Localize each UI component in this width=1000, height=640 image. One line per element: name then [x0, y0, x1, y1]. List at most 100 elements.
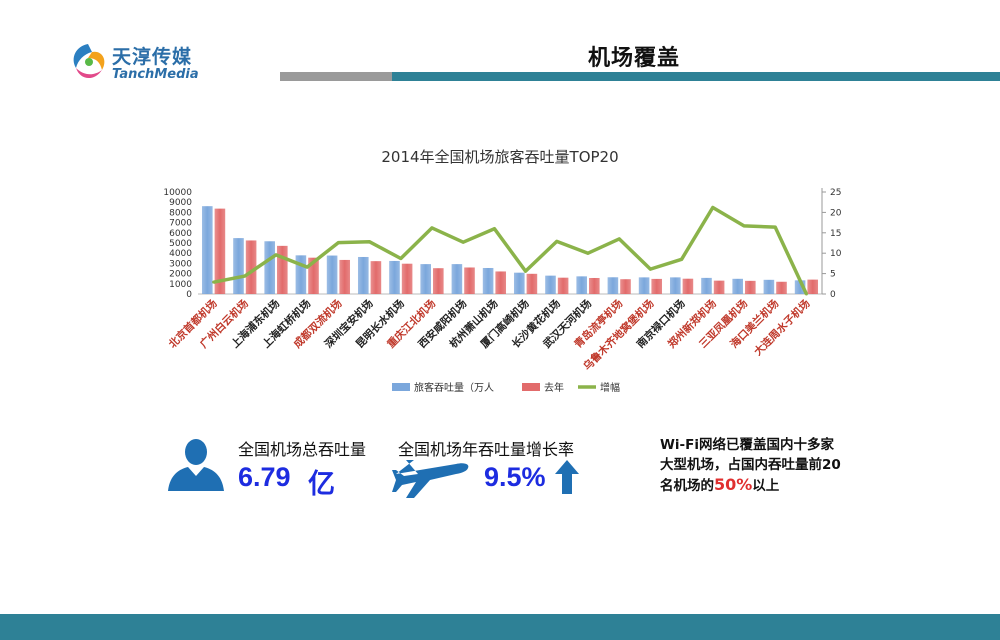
bar-last-year [682, 278, 694, 294]
y-left-tick-label: 4000 [169, 249, 192, 259]
person-icon [168, 439, 224, 491]
growth-point [368, 240, 372, 244]
x-axis-label: 大连周水子机场 [751, 297, 813, 359]
bar-throughput [669, 277, 681, 294]
growth-point [212, 280, 216, 284]
header-accent-band [280, 72, 1000, 81]
bar-last-year [370, 261, 382, 294]
page-title: 机场覆盖 [588, 46, 681, 71]
y-left-tick-label: 3000 [169, 259, 192, 269]
note-line-2: 大型机场，占国内吞吐量前20 [660, 457, 841, 473]
growth-line [213, 205, 808, 295]
bar-last-year [433, 268, 444, 294]
growth-point [804, 292, 808, 296]
legend-swatch [522, 383, 540, 391]
growth-point [648, 267, 652, 271]
y-right-tick-label: 15 [830, 229, 841, 239]
bar-throughput [513, 272, 525, 294]
bar-throughput [763, 279, 775, 294]
bar-throughput [295, 255, 307, 294]
bar-last-year [589, 277, 600, 294]
y-left-tick-label: 1000 [169, 280, 192, 290]
bar-last-year [464, 267, 475, 294]
total-throughput-label: 全国机场总吞吐量 [238, 440, 367, 459]
bar-last-year [807, 279, 819, 294]
note-line-1: Wi-Fi网络已覆盖国内十多家 [660, 437, 834, 453]
bar-throughput [420, 264, 431, 294]
bar-throughput [794, 280, 806, 294]
bar-throughput [201, 206, 213, 294]
y-left-tick-label: 10000 [163, 188, 192, 198]
logo-english-name: TanchMedia [112, 67, 199, 82]
growth-point [274, 253, 278, 257]
logo-mark-icon [73, 44, 105, 79]
bar-last-year [651, 278, 663, 294]
header-accent-band-grey [280, 72, 392, 81]
y-right-tick-label: 10 [830, 249, 842, 259]
growth-point [305, 265, 309, 269]
total-throughput-value: 6.79 [238, 462, 291, 492]
bar-throughput [576, 276, 587, 294]
bar-last-year [495, 271, 507, 294]
bar-throughput [732, 278, 743, 294]
y-left-tick-label: 0 [186, 290, 192, 300]
bar-last-year [214, 208, 226, 294]
growth-point [336, 241, 340, 245]
chart-title: 2014年全国机场旅客吞吐量TOP20 [381, 148, 618, 166]
growth-rate-label: 全国机场年吞吐量增长率 [398, 440, 575, 459]
bar-throughput [264, 241, 275, 294]
logo-chinese-name: 天淳传媒 [112, 46, 193, 68]
y-right-tick-label: 25 [830, 188, 841, 198]
bar-throughput [233, 238, 244, 294]
bar-last-year [401, 263, 413, 294]
total-throughput-unit: 亿 [308, 469, 335, 499]
bar-throughput [701, 277, 712, 294]
bar-throughput [451, 264, 463, 294]
growth-point [680, 257, 684, 261]
growth-point [742, 224, 746, 228]
note-line-3: 名机场的50%以上 [660, 475, 880, 496]
bar-last-year [713, 280, 725, 294]
note-highlight-percent: 50% [714, 475, 753, 494]
airplane-icon [392, 460, 469, 498]
bar-throughput [545, 275, 556, 294]
bar-throughput [389, 260, 400, 294]
growth-point [524, 269, 528, 273]
growth-point [617, 237, 621, 241]
legend-label: 去年 [544, 381, 564, 394]
y-right-tick-label: 5 [830, 270, 836, 280]
bar-last-year [245, 240, 257, 294]
bar-throughput [482, 267, 494, 294]
growth-point [243, 274, 247, 278]
growth-point [399, 257, 403, 261]
growth-point [555, 239, 559, 243]
growth-rate-value: 9.5% [484, 462, 546, 492]
growth-point [461, 240, 465, 244]
y-left-tick-label: 9000 [169, 198, 192, 208]
airport-throughput-chart: 2014年全国机场旅客吞吐量TOP20 01000200030004000500… [163, 148, 842, 394]
bar-last-year [776, 281, 787, 294]
bar-last-year [339, 259, 351, 294]
bar-throughput [638, 277, 650, 294]
bar-throughput [326, 255, 338, 294]
growth-point [586, 251, 590, 255]
y-left-tick-label: 5000 [169, 239, 192, 249]
legend-swatch [392, 383, 410, 391]
bar-last-year [526, 273, 538, 294]
growth-point [430, 226, 434, 230]
bar-last-year [620, 279, 631, 294]
legend-label: 旅客吞吐量（万人 [414, 381, 494, 394]
footer-band [0, 614, 1000, 640]
bar-last-year [745, 280, 756, 294]
growth-point [711, 206, 715, 210]
note-line-3-suffix: 以上 [752, 478, 780, 494]
growth-point [773, 225, 777, 229]
arrow-up-icon [555, 460, 579, 494]
note-line-3-prefix: 名机场的 [660, 478, 714, 494]
legend-label: 增幅 [600, 381, 620, 394]
bar-last-year [277, 245, 288, 294]
wifi-coverage-note: Wi-Fi网络已覆盖国内十多家 大型机场，占国内吞吐量前20 名机场的50%以上 [660, 435, 880, 496]
bar-throughput [357, 256, 369, 294]
tanch-media-logo: 天淳传媒 TanchMedia [68, 40, 208, 86]
bar-last-year [308, 257, 319, 294]
